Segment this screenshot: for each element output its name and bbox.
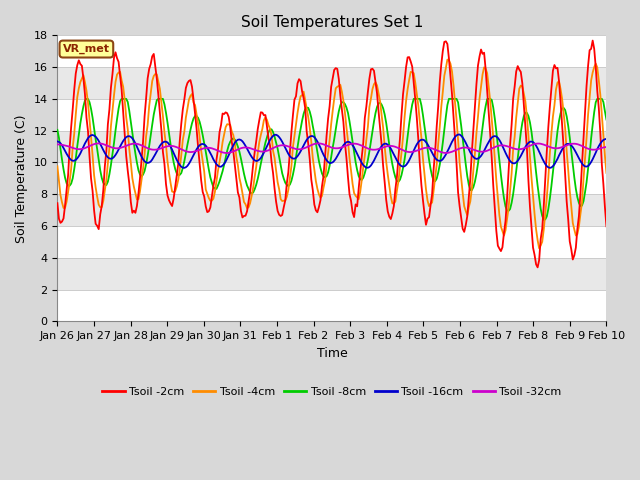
X-axis label: Time: Time xyxy=(317,347,348,360)
Y-axis label: Soil Temperature (C): Soil Temperature (C) xyxy=(15,114,28,242)
Bar xyxy=(58,36,607,67)
Bar xyxy=(58,162,607,194)
Bar xyxy=(58,258,607,289)
Bar xyxy=(58,226,607,258)
Bar xyxy=(58,289,607,321)
Text: VR_met: VR_met xyxy=(63,44,110,54)
Title: Soil Temperatures Set 1: Soil Temperatures Set 1 xyxy=(241,15,423,30)
Bar xyxy=(58,99,607,131)
Bar xyxy=(58,194,607,226)
Legend: Tsoil -2cm, Tsoil -4cm, Tsoil -8cm, Tsoil -16cm, Tsoil -32cm: Tsoil -2cm, Tsoil -4cm, Tsoil -8cm, Tsoi… xyxy=(98,383,566,401)
Bar xyxy=(58,131,607,162)
Bar xyxy=(58,67,607,99)
